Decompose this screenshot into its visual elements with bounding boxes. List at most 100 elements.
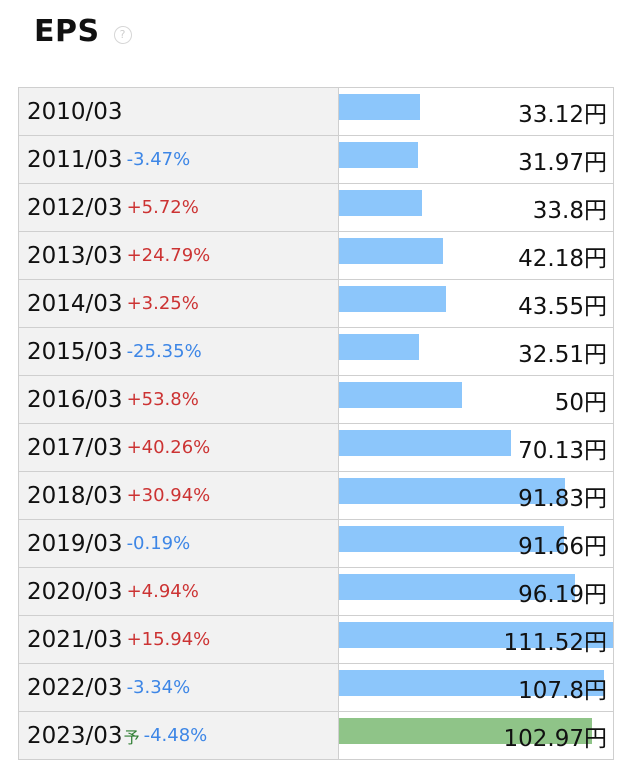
row-label-cell: 2019/03 -0.19% bbox=[19, 520, 339, 567]
eps-value: 31.97円 bbox=[518, 149, 607, 176]
year-label: 2017/03 bbox=[27, 434, 123, 461]
table-row: 2010/03 33.12円 bbox=[19, 88, 613, 136]
table-row: 2011/03 -3.47% 31.97円 bbox=[19, 136, 613, 184]
value-cell: 50円 bbox=[339, 376, 613, 423]
change-percent: +30.94% bbox=[126, 485, 211, 506]
table-row: 2017/03 +40.26% 70.13円 bbox=[19, 424, 613, 472]
value-cell: 91.83円 bbox=[339, 472, 613, 519]
row-label-cell: 2018/03 +30.94% bbox=[19, 472, 339, 519]
value-cell: 102.97円 bbox=[339, 712, 613, 759]
change-percent: +15.94% bbox=[126, 629, 211, 650]
eps-bar bbox=[339, 718, 592, 744]
change-percent: -25.35% bbox=[126, 341, 202, 362]
change-percent: +24.79% bbox=[126, 245, 211, 266]
year-label: 2018/03 bbox=[27, 482, 123, 509]
table-row: 2023/03 予 -4.48% 102.97円 bbox=[19, 712, 613, 759]
eps-value: 107.8円 bbox=[518, 677, 607, 704]
row-label-cell: 2022/03 -3.34% bbox=[19, 664, 339, 711]
table-row: 2013/03 +24.79% 42.18円 bbox=[19, 232, 613, 280]
eps-value: 91.66円 bbox=[518, 533, 607, 560]
change-percent: -3.34% bbox=[126, 677, 191, 698]
row-label-cell: 2011/03 -3.47% bbox=[19, 136, 339, 183]
row-label-cell: 2013/03 +24.79% bbox=[19, 232, 339, 279]
eps-bar bbox=[339, 574, 575, 600]
eps-value: 111.52円 bbox=[503, 629, 607, 656]
row-label-cell: 2012/03 +5.72% bbox=[19, 184, 339, 231]
row-label-cell: 2014/03 +3.25% bbox=[19, 280, 339, 327]
year-label: 2016/03 bbox=[27, 386, 123, 413]
year-label: 2023/03 bbox=[27, 722, 123, 749]
change-percent: +3.25% bbox=[126, 293, 199, 314]
eps-bar bbox=[339, 334, 419, 360]
eps-value: 50円 bbox=[554, 389, 607, 416]
value-cell: 43.55円 bbox=[339, 280, 613, 327]
value-cell: 70.13円 bbox=[339, 424, 613, 471]
page-title: EPS bbox=[34, 14, 100, 49]
change-percent: +40.26% bbox=[126, 437, 211, 458]
help-icon[interactable]: ? bbox=[113, 25, 132, 44]
eps-value: 42.18円 bbox=[518, 245, 607, 272]
value-cell: 107.8円 bbox=[339, 664, 613, 711]
year-label: 2011/03 bbox=[27, 146, 123, 173]
year-label: 2015/03 bbox=[27, 338, 123, 365]
year-label: 2010/03 bbox=[27, 98, 123, 125]
eps-value: 70.13円 bbox=[518, 437, 607, 464]
eps-bar bbox=[339, 190, 422, 216]
table-row: 2022/03 -3.34% 107.8円 bbox=[19, 664, 613, 712]
table-row: 2015/03 -25.35% 32.51円 bbox=[19, 328, 613, 376]
eps-value: 43.55円 bbox=[518, 293, 607, 320]
value-cell: 31.97円 bbox=[339, 136, 613, 183]
row-label-cell: 2010/03 bbox=[19, 88, 339, 135]
eps-value: 91.83円 bbox=[518, 485, 607, 512]
year-label: 2022/03 bbox=[27, 674, 123, 701]
change-percent: +5.72% bbox=[126, 197, 199, 218]
year-label: 2012/03 bbox=[27, 194, 123, 221]
value-cell: 33.8円 bbox=[339, 184, 613, 231]
table-row: 2020/03 +4.94% 96.19円 bbox=[19, 568, 613, 616]
year-label: 2019/03 bbox=[27, 530, 123, 557]
eps-value: 32.51円 bbox=[518, 341, 607, 368]
table-row: 2016/03 +53.8% 50円 bbox=[19, 376, 613, 424]
row-label-cell: 2017/03 +40.26% bbox=[19, 424, 339, 471]
eps-value: 96.19円 bbox=[518, 581, 607, 608]
change-percent: -4.48% bbox=[143, 725, 208, 746]
value-cell: 32.51円 bbox=[339, 328, 613, 375]
row-label-cell: 2015/03 -25.35% bbox=[19, 328, 339, 375]
table-row: 2021/03 +15.94% 111.52円 bbox=[19, 616, 613, 664]
eps-bar bbox=[339, 286, 446, 312]
year-label: 2014/03 bbox=[27, 290, 123, 317]
change-percent: +4.94% bbox=[126, 581, 199, 602]
row-label-cell: 2021/03 +15.94% bbox=[19, 616, 339, 663]
table-row: 2019/03 -0.19% 91.66円 bbox=[19, 520, 613, 568]
value-cell: 42.18円 bbox=[339, 232, 613, 279]
year-label: 2020/03 bbox=[27, 578, 123, 605]
year-label: 2021/03 bbox=[27, 626, 123, 653]
eps-bar bbox=[339, 238, 443, 264]
value-cell: 33.12円 bbox=[339, 88, 613, 135]
forecast-mark: 予 bbox=[123, 727, 140, 747]
eps-value: 33.8円 bbox=[532, 197, 607, 224]
row-label-cell: 2020/03 +4.94% bbox=[19, 568, 339, 615]
eps-bar bbox=[339, 382, 462, 408]
eps-bar bbox=[339, 622, 613, 648]
value-cell: 111.52円 bbox=[339, 616, 613, 663]
table-row: 2012/03 +5.72% 33.8円 bbox=[19, 184, 613, 232]
row-label-cell: 2023/03 予 -4.48% bbox=[19, 712, 339, 759]
value-cell: 91.66円 bbox=[339, 520, 613, 567]
row-label-cell: 2016/03 +53.8% bbox=[19, 376, 339, 423]
eps-bar bbox=[339, 430, 511, 456]
change-percent: +53.8% bbox=[126, 389, 199, 410]
eps-table: 2010/03 33.12円 2011/03 -3.47% 31.97円 2012/03 +… bbox=[18, 87, 614, 760]
eps-bar bbox=[339, 478, 565, 504]
table-row: 2014/03 +3.25% 43.55円 bbox=[19, 280, 613, 328]
eps-value: 33.12円 bbox=[518, 101, 607, 128]
eps-bar bbox=[339, 526, 564, 552]
change-percent: -3.47% bbox=[126, 149, 191, 170]
eps-bar bbox=[339, 94, 420, 120]
title-row: EPS ? bbox=[34, 14, 132, 49]
eps-bar bbox=[339, 670, 604, 696]
value-cell: 96.19円 bbox=[339, 568, 613, 615]
eps-bar bbox=[339, 142, 418, 168]
year-label: 2013/03 bbox=[27, 242, 123, 269]
eps-value: 102.97円 bbox=[503, 725, 607, 752]
